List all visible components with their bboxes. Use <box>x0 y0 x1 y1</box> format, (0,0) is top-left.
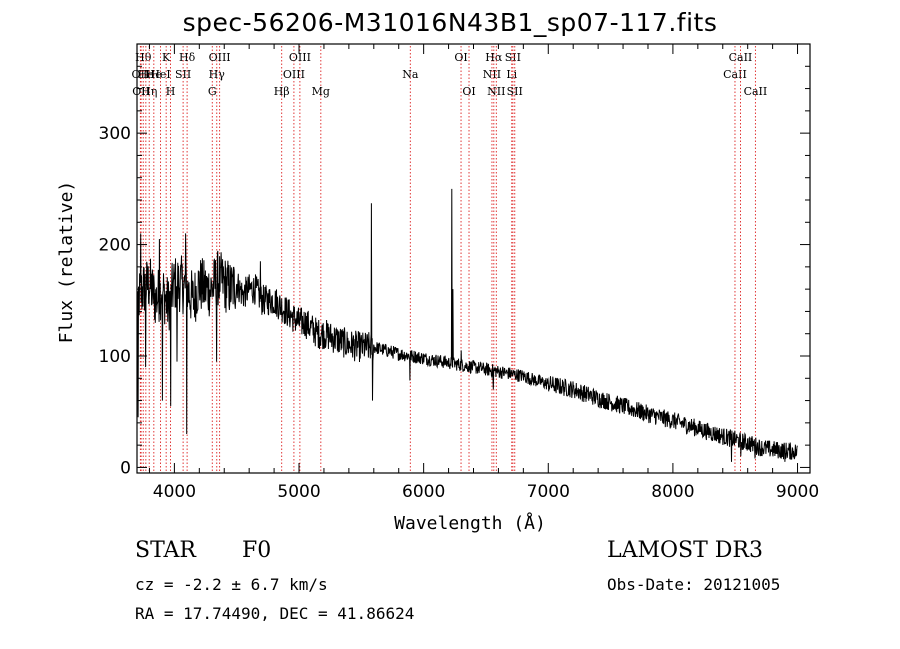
line-label-21: NII <box>483 68 501 81</box>
line-label-5: He <box>146 68 162 81</box>
y-tick-label-0: 0 <box>120 458 131 478</box>
line-label-19: OI <box>454 51 467 64</box>
x-tick-label-4000: 4000 <box>153 482 196 502</box>
plot-frame <box>136 43 811 474</box>
y-tick-label-100: 100 <box>99 347 131 367</box>
x-tick-label-9000: 9000 <box>776 482 819 502</box>
line-label-29: CaII <box>744 85 768 98</box>
redshift-velocity: cz = -2.2 ± 6.7 km/s <box>135 575 328 594</box>
line-label-18: Na <box>402 68 419 81</box>
x-tick-label-7000: 7000 <box>527 482 570 502</box>
x-tick-label-5000: 5000 <box>277 482 320 502</box>
line-label-10: Hδ <box>179 51 196 64</box>
line-label-8: H <box>166 85 176 98</box>
line-label-23: NII <box>487 85 505 98</box>
line-label-16: OIII <box>289 51 311 64</box>
x-tick-label-6000: 6000 <box>402 482 445 502</box>
survey-name: LAMOST DR3 <box>607 538 763 563</box>
line-label-14: Hβ <box>274 85 290 98</box>
spectrum-layer <box>136 188 798 462</box>
coordinates: RA = 17.74490, DEC = 41.86624 <box>135 604 415 623</box>
line-label-3: He <box>138 68 154 81</box>
object-subclass: F0 <box>242 538 272 563</box>
line-label-4: Hη <box>141 85 157 98</box>
y-tick-label-300: 300 <box>99 124 131 144</box>
line-label-24: Li <box>506 68 517 81</box>
line-label-22: Hα <box>485 51 503 64</box>
line-label-15: OIII <box>283 68 305 81</box>
line-label-17: Mg <box>312 85 330 98</box>
line-label-7: K <box>162 51 171 64</box>
x-axis-label: Wavelength (Å) <box>394 512 546 534</box>
line-label-13: OIII <box>209 51 231 64</box>
y-axis-label: Flux (relative) <box>56 181 77 344</box>
observation-date: Obs-Date: 20121005 <box>607 575 781 594</box>
x-tick-label-8000: 8000 <box>651 482 694 502</box>
line-label-6: HeI <box>150 68 170 81</box>
line-label-28: CaII <box>729 51 753 64</box>
line-label-2: Hθ <box>135 51 152 64</box>
line-label-20: OI <box>462 85 475 98</box>
line-label-27: CaII <box>723 68 747 81</box>
object-class: STAR <box>135 538 196 563</box>
line-label-9: SII <box>175 68 191 81</box>
chart-title: spec-56206-M31016N43B1_sp07-117.fits <box>182 8 718 37</box>
line-label-0: OII <box>132 68 150 81</box>
line-label-11: G <box>208 85 217 98</box>
flux-series-line <box>136 188 798 462</box>
line-label-26: SII <box>507 85 523 98</box>
axes-layer: 4000 5000 6000 7000 8000 9000 0 100 200 300 <box>99 43 819 502</box>
line-label-12: Hγ <box>209 68 226 81</box>
line-label-25: SII <box>505 51 521 64</box>
y-tick-label-200: 200 <box>99 236 131 256</box>
emission-lines-layer: OIIOIIHθHeHηHeHeIKHSIIHδGHγOIIIHβOIIIOII… <box>132 46 768 473</box>
